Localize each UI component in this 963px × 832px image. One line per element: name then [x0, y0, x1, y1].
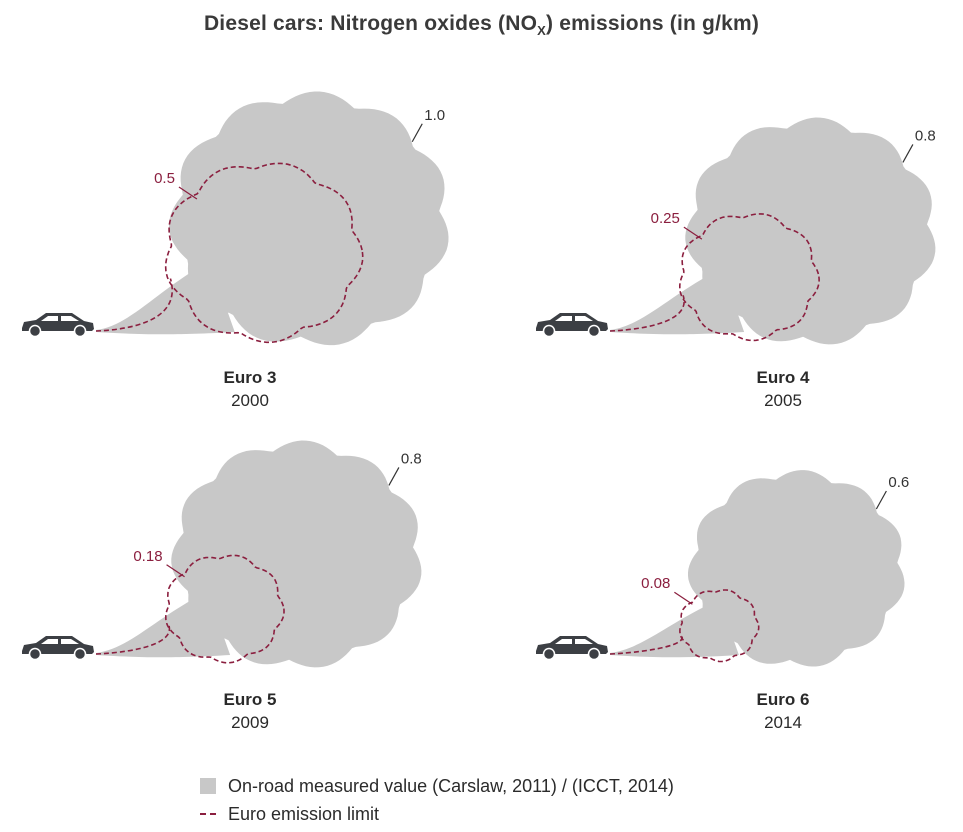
measured-value-label-1: 1.0 — [424, 107, 445, 124]
limit-trail-2 — [609, 295, 685, 332]
measured-swatch-icon — [200, 778, 216, 794]
measured-value-label-2: 0.8 — [915, 127, 936, 144]
car-icon — [22, 313, 94, 338]
panel-year-label-1: 2000 — [231, 391, 269, 410]
limit-trail-1 — [95, 278, 174, 332]
legend-label-measured: On-road measured value (Carslaw, 2011) /… — [228, 775, 674, 796]
panel-year-label-4: 2014 — [764, 713, 802, 732]
car-icon — [536, 636, 608, 661]
limit-cloud-1 — [164, 162, 364, 344]
limit-cloud-2 — [679, 213, 820, 342]
measured-value-label-3: 0.8 — [401, 450, 422, 467]
measured-trail-2 — [610, 268, 745, 335]
legend-item-limit: Euro emission limit — [200, 800, 674, 828]
limit-dash-icon — [200, 813, 216, 815]
limit-cloud-3 — [165, 554, 285, 664]
legend-item-measured: On-road measured value (Carslaw, 2011) /… — [200, 772, 674, 800]
measured-cloud-1 — [169, 91, 449, 346]
measured-trail-4 — [610, 599, 739, 658]
limit-cloud-4 — [679, 589, 760, 663]
panel-category-label-1: Euro 3 — [224, 368, 277, 387]
limit-value-label-2: 0.25 — [651, 210, 680, 227]
panel-3: 0.8 0.18 Euro 5 2009 — [22, 440, 422, 732]
panel-year-label-2: 2005 — [764, 391, 802, 410]
measured-leader-3 — [388, 467, 400, 486]
measured-leader-1 — [411, 123, 423, 143]
measured-trail-3 — [96, 591, 231, 658]
limit-value-label-3: 0.18 — [133, 548, 162, 565]
panel-category-label-4: Euro 6 — [757, 690, 810, 709]
car-icon — [22, 636, 94, 661]
limit-trail-4 — [609, 635, 683, 655]
panel-category-label-2: Euro 4 — [757, 368, 810, 387]
panel-year-label-3: 2009 — [231, 713, 269, 732]
measured-trail-1 — [96, 261, 235, 335]
limit-value-label-1: 0.5 — [154, 170, 175, 187]
panel-2: 0.8 0.25 Euro 4 2005 — [536, 117, 936, 410]
measured-leader-2 — [902, 144, 914, 163]
limit-value-label-4: 0.08 — [641, 575, 670, 592]
panel-4: 0.6 0.08 Euro 6 2014 — [536, 470, 909, 732]
measured-cloud-3 — [171, 440, 422, 668]
panel-category-label-3: Euro 5 — [224, 690, 277, 709]
chart-title: Diesel cars: Nitrogen oxides (NOX) emiss… — [203, 12, 760, 39]
limit-leader-2 — [683, 226, 703, 240]
panel-1: 1.0 0.5 Euro 3 2000 — [22, 91, 449, 410]
measured-leader-4 — [875, 490, 887, 510]
car-icon — [536, 313, 608, 338]
measured-cloud-4 — [688, 470, 905, 667]
limit-leader-4 — [674, 591, 693, 605]
measured-value-label-4: 0.6 — [888, 474, 909, 491]
limit-trail-3 — [95, 624, 171, 655]
legend: On-road measured value (Carslaw, 2011) /… — [200, 772, 674, 828]
legend-label-limit: Euro emission limit — [228, 803, 380, 824]
limit-leader-3 — [166, 564, 185, 578]
measured-cloud-2 — [685, 117, 936, 345]
limit-leader-1 — [178, 186, 198, 200]
